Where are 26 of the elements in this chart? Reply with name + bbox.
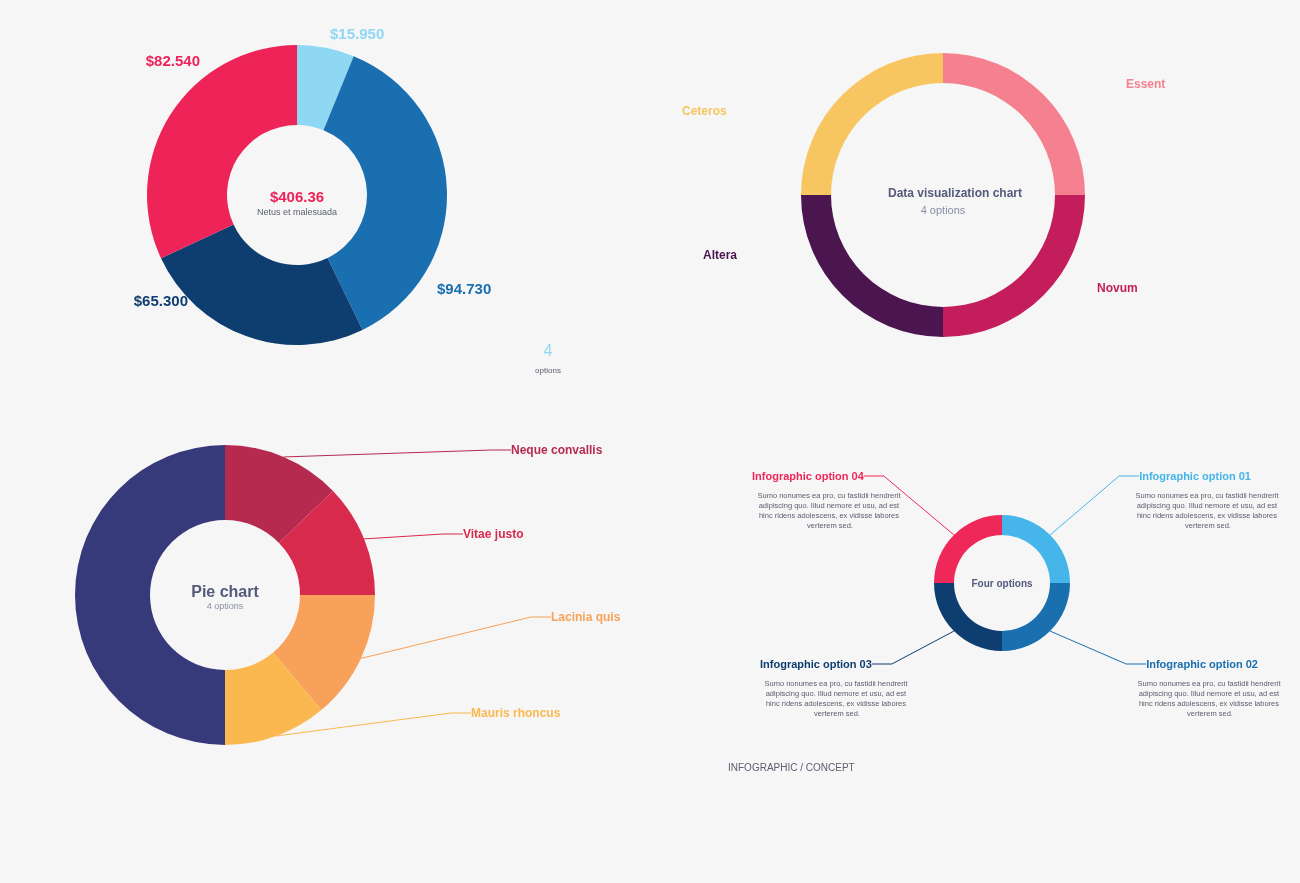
text: options — [535, 365, 561, 375]
slice-label: Altera — [703, 248, 738, 262]
slice-label: Infographic option 04 — [752, 470, 865, 482]
slice-label: Lacinia quis — [551, 610, 621, 624]
slice-label: Ceteros — [682, 104, 728, 118]
text: $406.36 — [269, 187, 325, 205]
text: 4 — [543, 341, 553, 359]
slice-label: Infographic option 02 — [1146, 658, 1258, 670]
text: Four options — [971, 577, 1033, 589]
slice-label: Neque convallis — [511, 443, 603, 457]
text: Data visualization chart — [887, 186, 1023, 200]
data-label: $82.540 — [145, 51, 200, 69]
text: Netus et malesuada — [256, 207, 338, 217]
text: 4 options — [920, 204, 966, 216]
slice-label: Essent — [1126, 77, 1166, 91]
text: 4 options — [206, 601, 244, 611]
slice-label: Novum — [1097, 281, 1138, 295]
slice-label: Infographic option 03 — [760, 658, 872, 670]
slice-label: Infographic option 01 — [1139, 470, 1251, 482]
slice-label: Mauris rhoncus — [471, 706, 561, 720]
data-label: $94.730 — [437, 279, 492, 297]
slice-label: Vitae justo — [463, 527, 524, 541]
data-label: $15.950 — [330, 24, 385, 42]
text: INFOGRAPHIC / CONCEPT — [728, 761, 855, 773]
text: Pie chart — [191, 582, 260, 600]
data-label: $65.300 — [133, 291, 188, 309]
